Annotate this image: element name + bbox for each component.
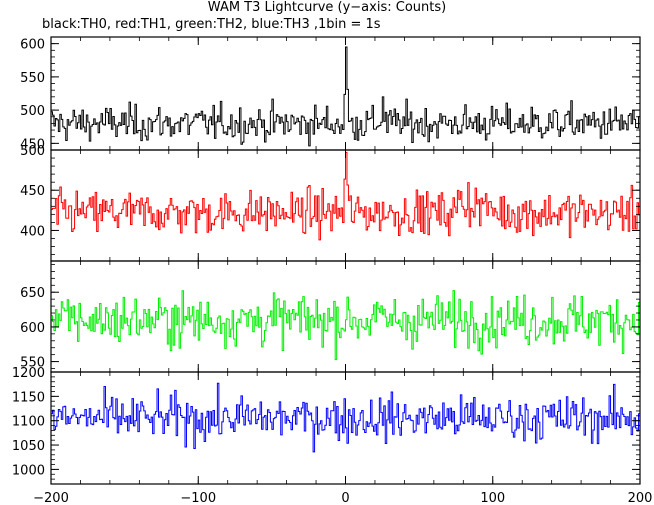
series-TH1	[51, 151, 641, 241]
y-tick-label: 1150	[12, 390, 45, 405]
chart-subtitle: black:TH0, red:TH1, green:TH2, blue:TH3 …	[42, 17, 381, 32]
y-tick-label: 550	[20, 356, 45, 371]
x-tick-label: 200	[628, 491, 653, 505]
y-tick-label: 1100	[12, 415, 45, 430]
y-tick-label: 1050	[12, 439, 45, 454]
chart-title: WAM T3 Lightcurve (y−axis: Counts)	[207, 0, 447, 15]
x-tick-label: 0	[341, 491, 349, 505]
y-tick-label: 1200	[12, 366, 45, 381]
x-tick-label: −100	[180, 491, 216, 505]
panel-0: 450 500 550 600	[20, 36, 641, 152]
x-tick-label: 100	[480, 491, 505, 505]
y-tick-label: 600	[20, 321, 45, 336]
y-tick-label: 1000	[12, 463, 45, 478]
y-tick-label: 450	[20, 184, 45, 199]
panel-2: 550 600 650	[20, 260, 641, 373]
panel-1: 400 450 500	[20, 144, 641, 262]
y-tick-label: 550	[20, 71, 45, 86]
x-tick-label: −200	[33, 491, 69, 505]
series-TH0	[51, 46, 641, 147]
y-tick-label: 500	[20, 144, 45, 159]
y-tick-label: 450	[20, 137, 45, 152]
y-tick-label: 600	[20, 38, 45, 53]
y-tick-label: 500	[20, 104, 45, 119]
y-tick-label: 400	[20, 224, 45, 239]
panel-3: 1000 1050 1100 1150 1200 −200 −100 0 100 200	[12, 366, 653, 505]
series-TH3	[51, 382, 641, 453]
series-TH2	[51, 290, 641, 361]
y-tick-label: 650	[20, 286, 45, 301]
